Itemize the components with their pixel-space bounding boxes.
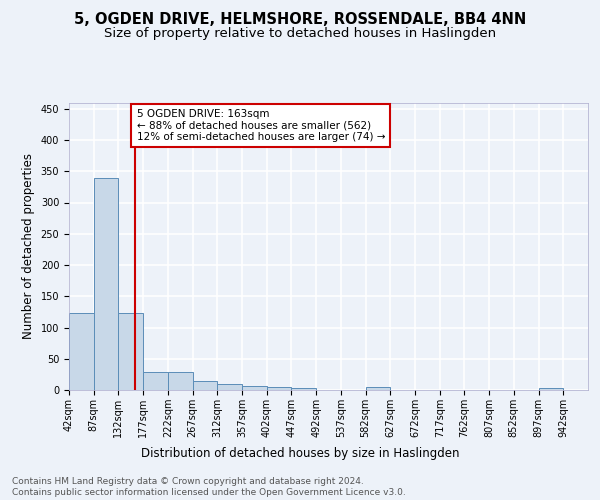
Text: 5, OGDEN DRIVE, HELMSHORE, ROSSENDALE, BB4 4NN: 5, OGDEN DRIVE, HELMSHORE, ROSSENDALE, B… bbox=[74, 12, 526, 28]
Bar bbox=[168, 372, 193, 390]
Y-axis label: Number of detached properties: Number of detached properties bbox=[22, 153, 35, 340]
Bar bbox=[143, 372, 168, 390]
Bar bbox=[69, 312, 94, 390]
Text: Distribution of detached houses by size in Haslingden: Distribution of detached houses by size … bbox=[141, 448, 459, 460]
Bar bbox=[94, 178, 118, 390]
Bar bbox=[539, 388, 563, 390]
Text: Contains HM Land Registry data © Crown copyright and database right 2024.
Contai: Contains HM Land Registry data © Crown c… bbox=[12, 478, 406, 497]
Bar bbox=[193, 380, 217, 390]
Text: 5 OGDEN DRIVE: 163sqm
← 88% of detached houses are smaller (562)
12% of semi-det: 5 OGDEN DRIVE: 163sqm ← 88% of detached … bbox=[137, 109, 385, 142]
Bar bbox=[365, 387, 390, 390]
Bar bbox=[217, 384, 242, 390]
Bar bbox=[118, 312, 143, 390]
Bar bbox=[292, 388, 316, 390]
Bar bbox=[242, 386, 267, 390]
Bar bbox=[267, 387, 292, 390]
Text: Size of property relative to detached houses in Haslingden: Size of property relative to detached ho… bbox=[104, 28, 496, 40]
